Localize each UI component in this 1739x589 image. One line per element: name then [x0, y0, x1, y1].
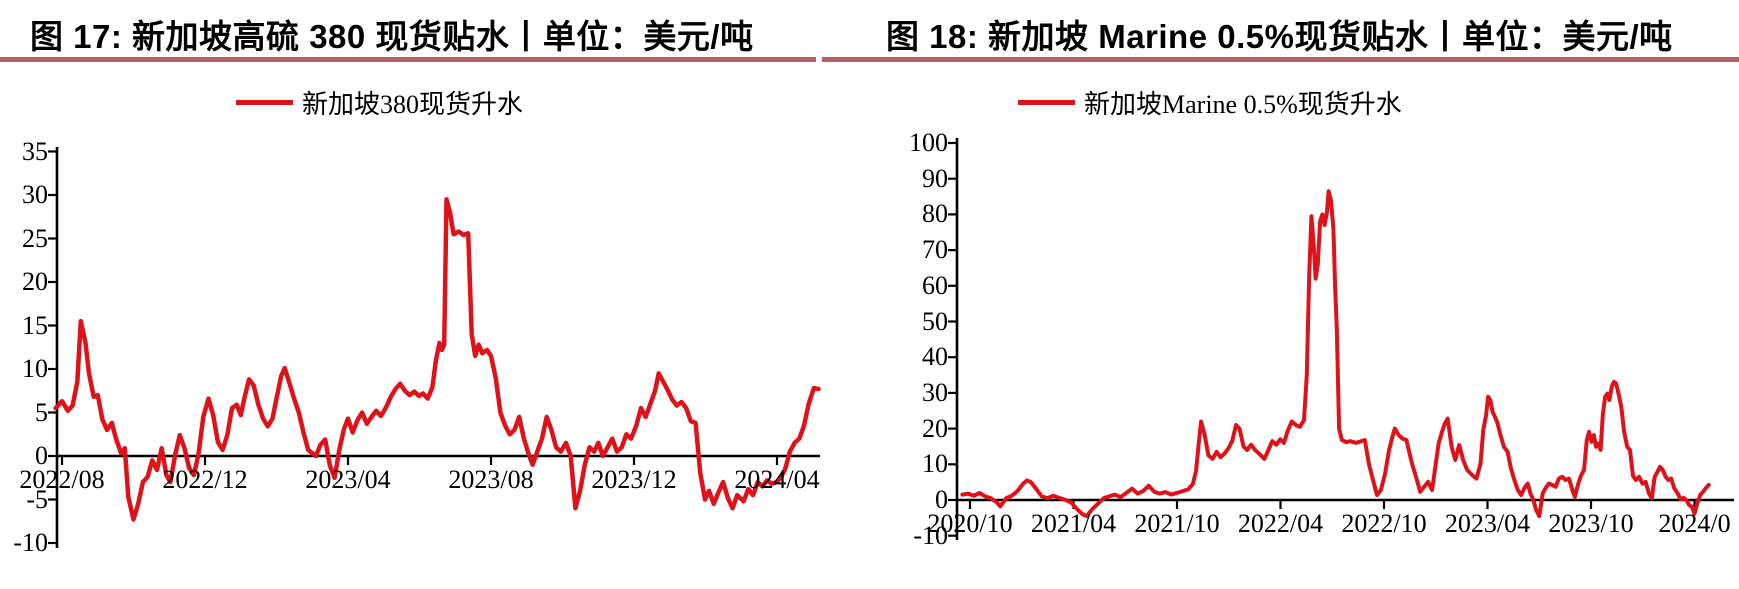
y-tick-label: 80 — [922, 199, 948, 229]
y-tick-label: 40 — [922, 342, 948, 372]
y-tick-label: 100 — [909, 128, 948, 157]
figure17-legend-label: 新加坡380现货升水 — [302, 89, 524, 119]
figure18-legend-label: 新加坡Marine 0.5%现货升水 — [1084, 89, 1402, 119]
y-tick-label: -10 — [13, 528, 48, 557]
figure17-title: 图 17: 新加坡高硫 380 现货贴水丨单位：美元/吨 — [30, 18, 754, 55]
y-tick-label: 20 — [922, 413, 948, 443]
figure18-legend: 新加坡Marine 0.5%现货升水 — [1018, 86, 1402, 119]
y-tick-label: 60 — [922, 270, 948, 300]
y-tick-label: 10 — [22, 354, 48, 383]
y-tick-label: 25 — [22, 223, 48, 253]
y-tick-label: -10 — [913, 520, 948, 550]
y-tick-label: 70 — [922, 235, 948, 265]
x-tick-label: 2020/10 — [927, 509, 1013, 538]
figure18-title: 图 18: 新加坡 Marine 0.5%现货贴水丨单位：美元/吨 — [886, 18, 1673, 55]
y-tick-label: 20 — [22, 267, 48, 296]
y-tick-label: 15 — [22, 310, 48, 340]
y-tick-label: 0 — [935, 485, 948, 514]
figure17-title-rule — [0, 57, 816, 62]
x-tick-label: 2023/08 — [448, 465, 534, 494]
x-tick-label: 2023/10 — [1548, 509, 1634, 538]
figure17-legend: 新加坡380现货升水 — [236, 86, 524, 119]
x-tick-label: 2022/12 — [162, 465, 248, 494]
series-line-fig18 — [960, 189, 1711, 519]
x-tick-label: 2024/0 — [1658, 509, 1731, 538]
y-tick-label: 30 — [922, 377, 948, 407]
y-tick-label: 50 — [922, 306, 948, 336]
series-line-fig17 — [53, 197, 821, 522]
x-tick-label: 2022/08 — [19, 465, 105, 494]
x-tick-label: 2023/12 — [591, 465, 677, 494]
x-tick-label: 2022/04 — [1237, 509, 1324, 538]
legend-line-icon — [236, 99, 293, 105]
y-tick-label: 10 — [922, 449, 948, 479]
y-tick-label: 35 — [22, 136, 48, 166]
x-tick-label: 2023/04 — [1444, 509, 1531, 538]
y-tick-label: 0 — [35, 441, 48, 470]
figure18-title-rule — [822, 57, 1739, 62]
x-tick-label: 2024/04 — [734, 465, 820, 494]
x-tick-label: 2021/10 — [1134, 509, 1220, 538]
y-tick-label: 90 — [922, 163, 948, 193]
x-tick-label: 2021/04 — [1030, 509, 1117, 538]
legend-line-icon — [1018, 99, 1075, 105]
x-tick-label: 2023/04 — [305, 465, 391, 494]
y-tick-label: -5 — [26, 484, 48, 514]
y-tick-label: 30 — [22, 180, 48, 209]
y-tick-label: 5 — [35, 397, 48, 427]
x-tick-label: 2022/10 — [1341, 509, 1427, 538]
